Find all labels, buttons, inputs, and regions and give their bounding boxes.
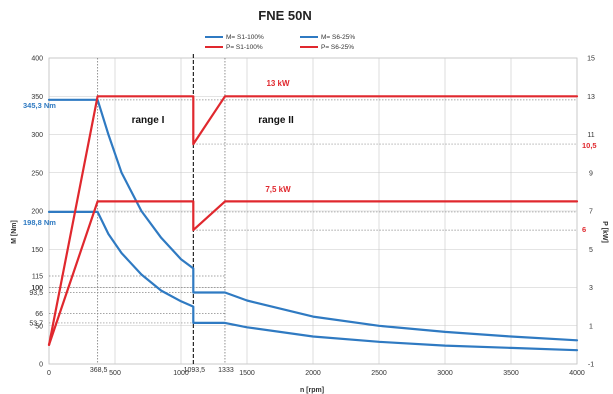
y-right-tick-label: 9 xyxy=(589,170,593,177)
y-right-tick-label: 7 xyxy=(589,209,593,216)
legend-label-p-s1: P= S1-100% xyxy=(226,44,263,51)
x-tick-label: 1500 xyxy=(239,370,255,377)
series-line-2 xyxy=(47,95,579,346)
x-special-tick-label: 1333 xyxy=(218,367,234,374)
annotation-power-s1: 13 kW xyxy=(266,79,290,88)
x-special-tick-label: 1093,5 xyxy=(184,367,206,374)
series-line-1 xyxy=(47,210,579,352)
y-axis-label-right: P [kW] xyxy=(601,221,608,243)
y-left-tick-label: 250 xyxy=(31,170,43,177)
x-tick-label: 3500 xyxy=(503,370,519,377)
y-right-tick-label: 3 xyxy=(589,285,593,292)
y-right-tick-label: -1 xyxy=(588,362,594,369)
chart-marks xyxy=(47,95,579,352)
series-line-0 xyxy=(47,98,579,342)
chart-title: FNE 50N xyxy=(258,8,311,23)
y-left-special-tick-label: 93,5 xyxy=(29,290,43,297)
y-right-tick-label: 15 xyxy=(587,56,595,63)
y-left-special-tick-label: 115 xyxy=(32,274,43,281)
y-left-tick-label: 350 xyxy=(31,94,43,101)
y-left-tick-label: 200 xyxy=(31,209,43,216)
x-tick-label: 2000 xyxy=(305,370,321,377)
annotation-range-1: range I xyxy=(132,115,165,126)
x-tick-label: 3000 xyxy=(437,370,453,377)
annotation-power-s6: 7,5 kW xyxy=(265,185,291,194)
legend-label-m-s6: M= S6-25% xyxy=(321,34,355,41)
x-tick-label: 4000 xyxy=(569,370,585,377)
annotation-torque-s6: 198,8 Nm xyxy=(23,218,56,227)
x-tick-label: 1000 xyxy=(173,370,189,377)
legend-label-m-s1: M= S1-100% xyxy=(226,34,264,41)
x-axis-label: n [rpm] xyxy=(300,387,324,394)
x-tick-label: 2500 xyxy=(371,370,387,377)
annotation-power-s1-min: 10,5 xyxy=(582,141,597,150)
x-tick-label: 500 xyxy=(109,370,121,377)
y-right-tick-label: 13 xyxy=(587,94,595,101)
y-left-tick-label: 150 xyxy=(31,247,43,254)
annotation-torque-s1: 345,3 Nm xyxy=(23,101,56,110)
y-right-tick-label: 1 xyxy=(589,323,593,330)
x-tick-label: 0 xyxy=(47,370,51,377)
y-right-tick-label: 5 xyxy=(589,247,593,254)
y-left-tick-label: 0 xyxy=(39,362,43,369)
y-left-special-tick-label: 53,7 xyxy=(29,320,43,327)
annotation-power-s6-min: 6 xyxy=(582,225,586,234)
y-left-special-tick-label: 66 xyxy=(35,311,43,318)
y-left-tick-label: 300 xyxy=(31,132,43,139)
x-special-tick-label: 368,5 xyxy=(90,367,108,374)
annotation-range-2: range II xyxy=(258,115,294,126)
legend-label-p-s6: P= S6-25% xyxy=(321,44,354,51)
y-right-tick-label: 11 xyxy=(587,132,594,139)
y-left-tick-label: 50 xyxy=(35,323,43,330)
y-left-tick-label: 100 xyxy=(31,285,43,292)
y-axis-label-left: M [Nm] xyxy=(11,220,18,244)
legend: M= S1-100% M= S6-25% P= S1-100% P= S6-25… xyxy=(205,34,355,51)
series-line-3 xyxy=(47,200,579,346)
y-left-special-tick-label: 100 xyxy=(31,285,43,292)
y-left-tick-label: 400 xyxy=(31,56,43,63)
